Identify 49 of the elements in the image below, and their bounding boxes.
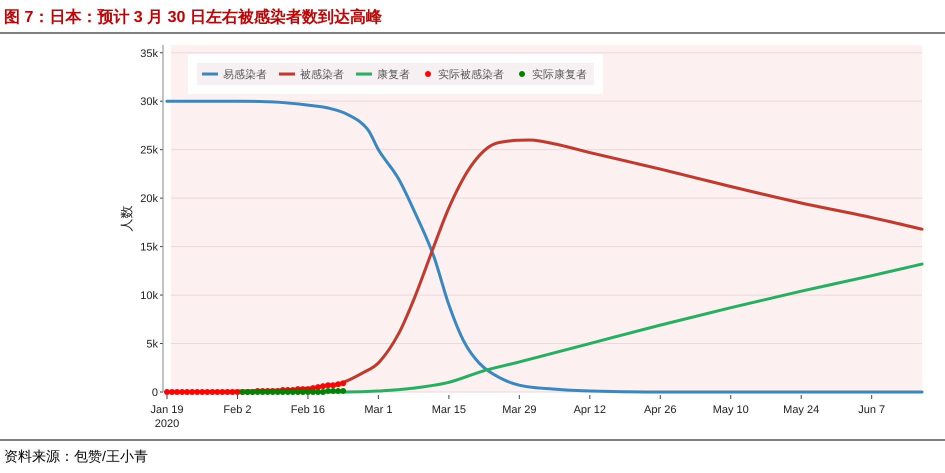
y-tick-label: 10k bbox=[140, 290, 158, 302]
y-tick-label: 30k bbox=[140, 96, 158, 108]
x-tick-label: Mar 29 bbox=[502, 404, 536, 416]
point bbox=[189, 389, 196, 395]
point bbox=[320, 389, 326, 395]
point bbox=[300, 389, 306, 395]
point bbox=[209, 389, 216, 395]
point bbox=[335, 388, 342, 394]
legend-label: 被感染者 bbox=[300, 68, 344, 81]
y-tick-label: 35k bbox=[140, 48, 158, 60]
x-tick-label: Mar 1 bbox=[364, 404, 392, 416]
y-tick-label: 20k bbox=[140, 193, 158, 206]
legend-label: 易感染者 bbox=[223, 68, 267, 81]
point bbox=[315, 389, 321, 395]
point bbox=[320, 383, 326, 390]
x-tick-label: Mar 15 bbox=[432, 404, 466, 416]
point bbox=[340, 388, 346, 394]
legend-label: 实际康复者 bbox=[532, 68, 587, 81]
chart-title: 图 7：日本：预计 3 月 30 日左右被感染者数到达高峰 bbox=[4, 7, 383, 26]
point bbox=[330, 388, 336, 394]
legend-label: 实际被感染者 bbox=[438, 68, 504, 81]
point bbox=[214, 389, 220, 395]
point bbox=[219, 389, 226, 395]
point bbox=[224, 389, 230, 395]
y-tick-label: 15k bbox=[140, 242, 158, 254]
y-tick-label: 25k bbox=[140, 144, 158, 157]
x-tick-label: Feb 2 bbox=[223, 404, 252, 416]
y-tick-label: 5k bbox=[146, 338, 158, 351]
point bbox=[340, 380, 346, 386]
point bbox=[199, 389, 206, 395]
legend-label: 康复者 bbox=[377, 68, 410, 81]
point bbox=[294, 389, 301, 395]
point bbox=[194, 389, 200, 395]
point bbox=[184, 389, 190, 395]
x-tick-label: Jan 19 2020 bbox=[150, 404, 184, 430]
x-tick-label: Feb 16 bbox=[290, 404, 326, 416]
x-tick-label: Apr 12 bbox=[574, 404, 606, 416]
x-tick-label: May 10 bbox=[712, 404, 749, 416]
point bbox=[204, 389, 210, 395]
x-tick-label: Jun 7 bbox=[858, 404, 886, 416]
x-tick-label: Apr 26 bbox=[644, 404, 676, 416]
x-tick-label: May 24 bbox=[783, 404, 820, 416]
point bbox=[335, 381, 342, 388]
point bbox=[330, 382, 336, 388]
point bbox=[164, 389, 170, 395]
y-axis-title: 人数 bbox=[119, 206, 134, 232]
y-tick-label: 0 bbox=[152, 387, 158, 399]
text: 资料来源：包赞/王小青 bbox=[4, 448, 148, 464]
point bbox=[179, 389, 186, 395]
